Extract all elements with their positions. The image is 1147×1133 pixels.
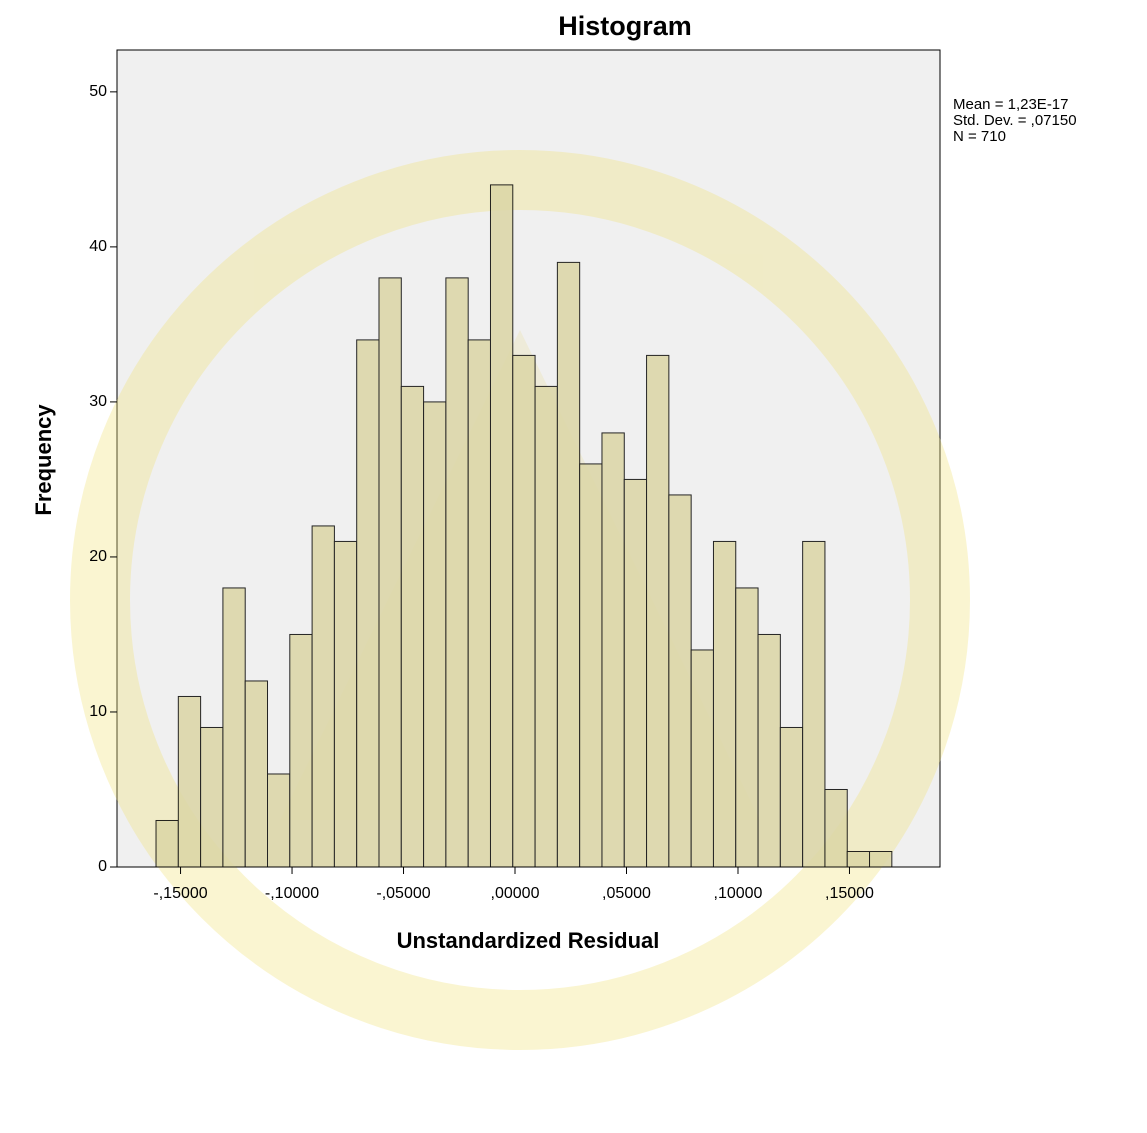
bar — [177, 695, 202, 868]
x-axis-label: Unstandardized Residual — [397, 928, 660, 953]
bar — [244, 680, 269, 868]
y-tick-label: 20 — [89, 548, 107, 565]
x-tick-label: -,05000 — [376, 885, 430, 902]
bar — [267, 773, 291, 868]
x-tick-label: -,15000 — [153, 885, 207, 902]
bar — [333, 540, 358, 868]
bar — [824, 788, 848, 868]
annotation: Mean = 1,23E-17 — [953, 96, 1069, 113]
bar — [311, 525, 335, 868]
bar — [289, 633, 313, 868]
x-tick-label: ,05000 — [602, 885, 651, 902]
bar — [779, 726, 804, 868]
bar — [712, 540, 737, 868]
bar — [534, 385, 558, 868]
bar — [512, 354, 536, 868]
annotation: Std. Dev. = ,07150 — [953, 112, 1077, 129]
bar — [200, 726, 224, 868]
chart-title: Histogram — [558, 11, 692, 41]
bar — [222, 587, 246, 868]
bars — [155, 184, 893, 868]
bar — [155, 819, 179, 868]
y-tick-label: 10 — [89, 703, 107, 720]
bar — [802, 540, 826, 868]
y-tick-label: 0 — [98, 858, 107, 875]
bar — [646, 354, 670, 868]
annotation: N = 710 — [953, 128, 1006, 145]
watermark-ring — [70, 150, 970, 1050]
x-tick-label: ,15000 — [825, 885, 874, 902]
bar — [846, 850, 871, 868]
bar — [601, 432, 625, 868]
y-tick-label: 40 — [89, 238, 107, 255]
bar — [757, 633, 781, 868]
x-tick-label: -,10000 — [265, 885, 319, 902]
bar — [445, 277, 469, 868]
y-axis-label: Frequency — [31, 404, 56, 516]
bar — [356, 339, 380, 868]
bar — [623, 478, 648, 868]
y-tick-label: 50 — [89, 83, 107, 100]
x-tick-label: ,00000 — [491, 885, 540, 902]
x-tick-label: ,10000 — [714, 885, 763, 902]
bar — [489, 184, 514, 868]
bar — [869, 850, 893, 868]
bar — [690, 649, 714, 868]
bar — [579, 463, 603, 868]
bar — [556, 261, 581, 868]
bar — [423, 401, 447, 868]
bar — [668, 494, 692, 868]
bar — [467, 339, 491, 868]
y-tick-label: 30 — [89, 393, 107, 410]
bar — [400, 385, 425, 868]
bar — [735, 587, 759, 868]
bar — [378, 277, 402, 868]
